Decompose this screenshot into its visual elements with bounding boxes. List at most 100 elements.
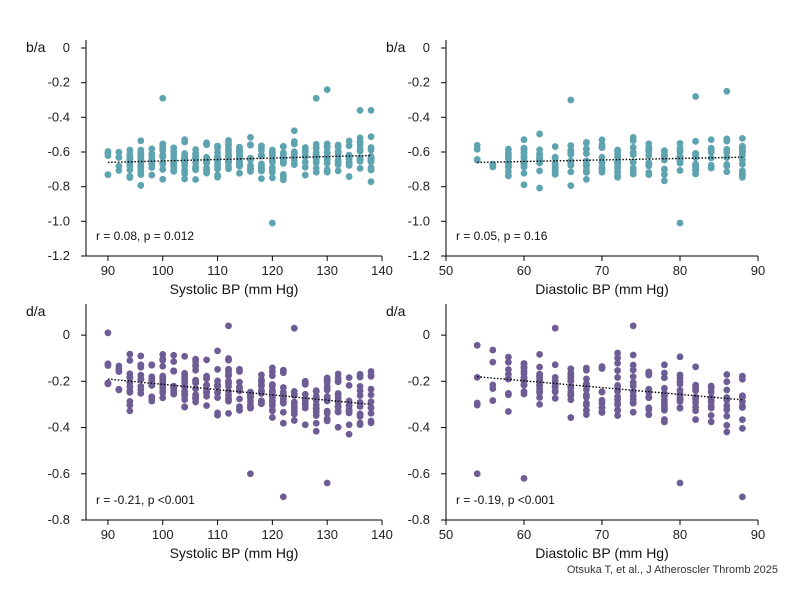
y-tick-label: -0.2 [48,373,70,388]
y-tick-label: -0.8 [48,512,70,527]
data-point [505,152,512,160]
data-point [170,167,178,175]
data-point [159,147,167,155]
data-point [236,406,243,414]
data-point [707,402,715,410]
data-point [583,364,590,372]
data-point [356,138,364,145]
data-point [192,362,200,370]
data-point [279,493,287,501]
data-point [236,368,243,375]
data-point [567,377,575,385]
data-point [247,391,254,399]
data-point [203,402,210,409]
data-point [268,407,276,415]
data-point [473,145,481,153]
data-point [170,390,178,398]
x-axis-label: Systolic BP (mm Hg) [170,281,299,297]
data-point [629,144,637,151]
data-point [334,147,342,155]
y-axis-label: b/a [386,39,406,55]
data-point [203,166,210,174]
data-point [583,401,590,409]
data-point [126,155,134,162]
data-point [137,137,145,145]
data-point [551,394,559,402]
data-point [312,140,320,148]
y-tick-label: -0.6 [48,466,70,481]
correlation-annotation: r = -0.21, p <0.001 [96,493,195,507]
data-point [367,107,375,114]
data-point [104,360,112,368]
scatter-panel-3: 90 100 110 120 130 140 0 -0.2 -0.4 -0.6 -0.8 d/a Sys… [26,303,393,561]
scatter-panel-2: 50 60 70 80 90 0 -0.2 -0.4 -0.6 -0.8 -1.0 -1.2 b/a Di… [386,39,765,297]
data-point [583,386,590,393]
data-point [290,127,298,135]
data-point [279,384,287,391]
data-point [723,161,731,168]
data-point [214,347,221,355]
data-point [301,163,309,171]
data-point [723,135,731,143]
data-point [723,87,731,95]
data-point [181,396,189,403]
data-point [692,416,699,423]
data-point [567,142,575,149]
data-point [739,170,746,177]
data-point [723,406,731,414]
data-point [676,153,684,160]
data-point [739,403,746,411]
data-point [203,139,210,147]
data-point [614,354,621,362]
data-point [214,389,221,397]
data-point [279,369,287,377]
data-point [301,152,309,160]
y-tick-label: -0.4 [408,420,430,435]
data-point [614,401,621,409]
y-axis-label: d/a [26,303,46,319]
correlation-annotation: r = 0.08, p = 0.012 [96,229,194,243]
data-point [505,145,512,153]
data-point [356,370,364,378]
data-point [290,324,298,332]
data-point [115,148,123,156]
data-point [258,162,265,170]
data-point [323,149,331,157]
data-point [104,329,112,337]
data-point [629,149,637,156]
data-point [159,356,167,364]
data-point [676,380,684,388]
correlation-annotation: r = 0.05, p = 0.16 [456,229,548,243]
data-point [214,173,221,181]
data-point [159,140,167,148]
data-point [473,155,481,163]
data-point [692,363,699,371]
data-point [551,373,559,381]
x-tick-label: 90 [751,527,765,542]
data-point [356,156,364,164]
data-point [661,147,668,155]
data-point [225,150,232,158]
data-point [170,158,178,166]
data-point [126,383,134,391]
data-point [268,372,276,380]
data-point [312,164,320,172]
data-point [247,162,254,169]
y-tick-label: -0.8 [408,512,430,527]
data-point [268,148,276,156]
x-tick-label: 90 [751,263,765,278]
data-point [367,178,375,186]
data-point [137,159,145,167]
data-point [723,168,731,176]
data-point [290,390,298,398]
data-point [170,150,178,158]
x-axis-label: Systolic BP (mm Hg) [170,545,299,561]
data-point [676,353,684,361]
data-point [473,470,481,478]
data-point [181,175,189,183]
data-point [203,389,210,396]
data-point [629,351,637,359]
data-point [505,162,512,169]
data-point [692,160,699,168]
data-point [181,167,189,175]
